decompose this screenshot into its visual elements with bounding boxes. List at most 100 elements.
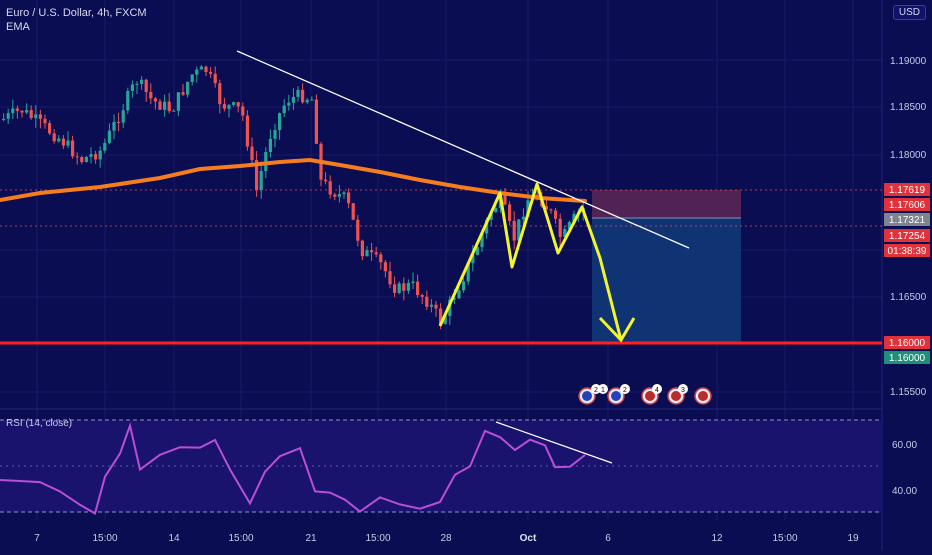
candle-body bbox=[397, 283, 401, 293]
candle-body bbox=[503, 194, 507, 205]
candle-body bbox=[149, 91, 153, 99]
high-tag: 1.17619 bbox=[889, 185, 926, 196]
candle-body bbox=[388, 271, 392, 285]
candle-body bbox=[52, 133, 56, 142]
event-flag-icon[interactable] bbox=[607, 387, 625, 405]
candle-body bbox=[508, 204, 512, 221]
ema-line bbox=[0, 157, 587, 203]
profit-zone[interactable] bbox=[592, 218, 741, 343]
price-tick: 1.16500 bbox=[890, 292, 927, 303]
candle-body bbox=[6, 113, 10, 119]
candle-body bbox=[416, 281, 420, 296]
candle-body bbox=[126, 90, 130, 111]
candle-body bbox=[379, 254, 383, 263]
event-count: 1 bbox=[601, 387, 605, 394]
candle-body bbox=[227, 104, 231, 109]
stop-zone[interactable] bbox=[592, 190, 741, 218]
candle-body bbox=[255, 160, 259, 190]
candle-body bbox=[526, 200, 530, 217]
rsi-axis[interactable]: 60.00 40.00 bbox=[892, 440, 917, 497]
candle-body bbox=[94, 154, 98, 160]
candle-body bbox=[347, 192, 351, 204]
pattern-arrowhead bbox=[598, 316, 636, 343]
candle-body bbox=[324, 179, 328, 182]
time-axis[interactable]: 7 15:00 14 15:00 21 15:00 28 Oct 6 12 15… bbox=[34, 533, 859, 544]
event-badge-icon[interactable]: 2 bbox=[591, 384, 601, 394]
candle-body bbox=[130, 84, 134, 91]
candle-body bbox=[301, 89, 305, 103]
candle-body bbox=[287, 102, 291, 106]
candle-body bbox=[439, 308, 443, 324]
candle-body bbox=[209, 71, 213, 74]
candle-body bbox=[57, 138, 61, 142]
price-tick: 1.18000 bbox=[890, 150, 927, 161]
candle-body bbox=[351, 203, 355, 220]
candle-body bbox=[360, 240, 364, 257]
candle-body bbox=[374, 252, 378, 255]
event-count: 3 bbox=[681, 387, 685, 394]
candle-body bbox=[48, 123, 52, 134]
rsi-band bbox=[0, 420, 882, 512]
event-flag-icon[interactable] bbox=[667, 387, 685, 405]
target-tag: 1.16000 bbox=[889, 338, 926, 349]
price-tick: 1.18500 bbox=[890, 102, 927, 113]
event-icons[interactable]: 2 1 2 4 3 bbox=[578, 384, 712, 405]
candle-body bbox=[2, 118, 6, 120]
candle-body bbox=[84, 156, 88, 163]
pattern-zigzag[interactable] bbox=[438, 182, 623, 341]
candle-body bbox=[144, 79, 148, 92]
rsi-trend-line[interactable] bbox=[495, 421, 613, 464]
event-badge-icon[interactable]: 4 bbox=[652, 384, 662, 394]
trend-line[interactable] bbox=[236, 50, 690, 249]
candle-body bbox=[66, 140, 70, 146]
candle-body bbox=[393, 284, 397, 293]
candle-body bbox=[98, 150, 102, 160]
candle-body bbox=[181, 92, 185, 95]
candle-body bbox=[480, 233, 484, 248]
candle-body bbox=[38, 114, 42, 119]
candle-body bbox=[29, 110, 33, 119]
price-axis[interactable]: 1.19000 1.18500 1.18000 1.16500 1.15500 bbox=[890, 56, 927, 398]
rsi-label[interactable]: RSI (14, close) bbox=[6, 418, 73, 429]
indicator-label[interactable]: EMA bbox=[6, 21, 30, 33]
symbol-title[interactable]: Euro / U.S. Dollar, 4h, FXCM bbox=[6, 7, 147, 19]
candle-body bbox=[328, 181, 332, 195]
candle-body bbox=[544, 206, 548, 210]
candle-body bbox=[425, 296, 429, 307]
event-count: 2 bbox=[594, 387, 598, 394]
candle-body bbox=[190, 74, 194, 82]
event-badge-icon[interactable]: 3 bbox=[678, 384, 688, 394]
candle-body bbox=[494, 208, 498, 212]
time-tick: 14 bbox=[168, 533, 180, 544]
candle-body bbox=[172, 110, 176, 112]
candle-body bbox=[222, 104, 226, 109]
event-badge-icon[interactable]: 1 bbox=[598, 384, 608, 394]
event-flag-icon[interactable] bbox=[694, 387, 712, 405]
candle-body bbox=[475, 247, 479, 255]
candle-body bbox=[107, 130, 111, 143]
candle-body bbox=[204, 66, 208, 72]
ema-tag: 1.17606 bbox=[889, 200, 926, 211]
event-badge-icon[interactable]: 2 bbox=[620, 384, 630, 394]
candle-body bbox=[89, 154, 93, 157]
currency-button[interactable]: USD bbox=[892, 5, 926, 20]
chart-legend[interactable]: Euro / U.S. Dollar, 4h, FXCM EMA bbox=[6, 6, 147, 34]
candle-body bbox=[462, 281, 466, 291]
candle-body bbox=[342, 192, 346, 195]
stop-tag: 1.17254 bbox=[889, 231, 926, 242]
time-tick: 19 bbox=[847, 533, 859, 544]
countdown-tag: 01:38:39 bbox=[888, 246, 927, 257]
candle-body bbox=[218, 83, 222, 105]
candle-body bbox=[282, 105, 286, 114]
event-flag-icon[interactable] bbox=[578, 387, 596, 405]
candle-body bbox=[471, 254, 475, 264]
candle-body bbox=[356, 219, 360, 241]
time-tick: 15:00 bbox=[772, 533, 797, 544]
candle-body bbox=[554, 210, 558, 219]
candle-body bbox=[176, 92, 180, 111]
event-count: 4 bbox=[655, 387, 659, 394]
candle-body bbox=[411, 281, 415, 283]
candle-body bbox=[314, 99, 318, 144]
